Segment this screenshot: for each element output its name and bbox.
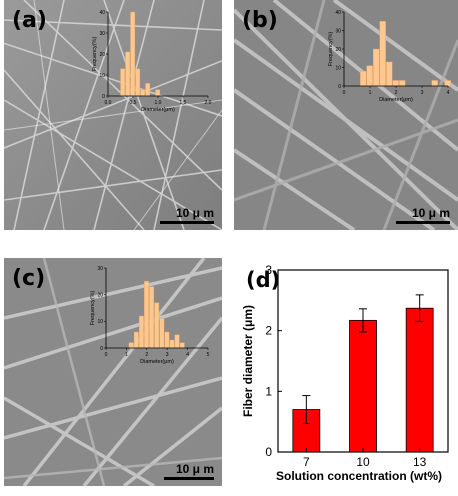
panel-label-b: (b) <box>242 8 278 33</box>
inset-b-bar <box>444 80 451 87</box>
inset-a-bar <box>125 51 131 97</box>
inset-a-x-tick-label: 0.0 <box>105 100 112 106</box>
scale-label-b: 10 μ m <box>411 206 450 220</box>
inset-a-y-tick-label: 30 <box>99 31 105 37</box>
inset-c-bar <box>179 342 185 349</box>
inset-c-bar <box>169 339 175 349</box>
y-tick-label: 0 <box>265 445 272 459</box>
inset-c-bar <box>159 318 165 349</box>
inset-c-x-tick-label: 4 <box>186 352 189 358</box>
scale-line-b <box>396 221 450 224</box>
fiber-texture-a <box>4 0 222 230</box>
inset-c-x-tick-label: 2 <box>145 352 148 358</box>
inset-b-bar <box>386 61 393 87</box>
inset-c-bar <box>144 281 149 349</box>
inset-c-x-tick-label: 0 <box>105 352 108 358</box>
inset-c-bar <box>164 331 170 349</box>
inset-a-x-tick-label: 1.0 <box>155 100 162 106</box>
histogram-inset-a: 0.0 0.5 1.0 1.5 2.0 0 10 20 30 40 Diameter(μm) Freq… <box>92 10 212 113</box>
inset-b-bar <box>360 70 367 87</box>
inset-c-y-tick-label: 30 <box>97 266 103 272</box>
inset-b-x-tick-label: 4 <box>447 90 450 96</box>
inset-a-ylabel: Frequency(%) <box>92 37 98 72</box>
scale-bar-a: 10 μ m <box>160 206 214 224</box>
sem-image-b: (b) 0 1 2 3 4 0 10 20 30 40 Diameter(μm) Frequency(… <box>234 0 458 230</box>
inset-c-y-tick-label: 0 <box>100 346 103 352</box>
inset-a-y-tick-label: 20 <box>99 52 105 58</box>
scale-label-c: 10 μ m <box>175 462 214 476</box>
inset-b-x-tick-label: 1 <box>369 90 372 96</box>
inset-a-y-tick-label: 10 <box>99 73 105 79</box>
histogram-inset-c: 0 1 2 3 4 5 0 10 20 30 Diameter(μm) Frequency(%) <box>90 266 210 365</box>
inset-a-x-tick-label: 1.5 <box>180 100 187 106</box>
inset-c-bar <box>174 334 180 349</box>
x-tick-label: 7 <box>303 455 310 469</box>
y-tick-label: 2 <box>265 324 272 338</box>
bar-13 <box>405 307 434 453</box>
inset-c-bar <box>133 331 139 349</box>
y-tick-label: 1 <box>265 384 272 398</box>
inset-c-y-tick-label: 10 <box>97 319 103 325</box>
x-tick-label: 13 <box>413 455 427 469</box>
inset-b-y-tick-label: 10 <box>335 65 341 71</box>
inset-c-x-tick-label: 1 <box>125 352 128 358</box>
inset-b-x-tick-label: 3 <box>421 90 424 96</box>
scale-bar-b: 10 μ m <box>396 206 450 224</box>
sem-image-a: (a) 0.0 0.5 1.0 1.5 2.0 0 10 20 30 40 Diameter(μm)… <box>4 0 222 230</box>
inset-c-bar <box>128 342 134 349</box>
inset-b-bar <box>366 65 373 87</box>
inset-b-bar <box>373 48 380 87</box>
fiber-texture-b <box>234 0 458 230</box>
inset-a-y-tick-label: 40 <box>99 10 105 16</box>
inset-c-bar <box>154 302 160 349</box>
inset-c-bar <box>138 315 144 349</box>
inset-c-x-tick-label: 3 <box>166 352 169 358</box>
fiber-texture-c <box>4 258 222 486</box>
inset-b-bar <box>431 80 438 87</box>
panel-label-a: (a) <box>12 8 47 33</box>
inset-b-xlabel: Diameter(μm) <box>379 97 413 103</box>
panel-label-c: (c) <box>12 266 46 291</box>
inset-b-y-tick-label: 0 <box>338 84 341 90</box>
inset-b-bar <box>392 80 399 87</box>
inset-a-bar <box>145 83 151 97</box>
scale-line-c <box>164 477 214 480</box>
y-axis-label: Fiber diameter (μm) <box>241 305 255 417</box>
inset-c-ylabel: Frequency(%) <box>90 291 96 326</box>
inset-b-x-tick-label: 0 <box>343 90 346 96</box>
y-tick-label: 3 <box>265 263 272 277</box>
inset-b-x-tick-label: 2 <box>395 90 398 96</box>
panel-label-d: (d) <box>246 268 281 292</box>
inset-a-bar <box>130 11 136 97</box>
inset-b-y-tick-label: 30 <box>335 28 341 34</box>
bar-10 <box>349 319 377 453</box>
x-tick-label: 10 <box>356 455 370 469</box>
inset-c-bar <box>149 286 155 349</box>
inset-a-bar <box>140 89 146 97</box>
inset-b-ylabel: Frequency(%) <box>328 32 334 67</box>
inset-c-x-tick-label: 5 <box>207 352 210 358</box>
scale-bar-c: 10 μ m <box>164 462 214 480</box>
inset-b-bar <box>379 21 386 87</box>
inset-b-y-tick-label: 40 <box>335 10 341 16</box>
inset-c-xlabel: Diameter(μm) <box>140 359 174 365</box>
inset-b-y-tick-label: 20 <box>335 47 341 53</box>
inset-a-y-tick-label: 0 <box>102 94 105 100</box>
scale-label-a: 10 μ m <box>175 206 214 220</box>
inset-a-x-tick-label: 2.0 <box>205 100 212 106</box>
sem-image-c: (c) 0 1 2 3 4 5 0 10 20 30 Diameter(μm) Frequency(%… <box>4 258 222 486</box>
inset-a-xlabel: Diameter(μm) <box>141 107 175 113</box>
inset-a-x-tick-label: 0.5 <box>130 100 137 106</box>
bar-chart-panel: 0 1 2 3 7 10 13 Solution concentration (wt%) Fib… <box>232 258 458 491</box>
inset-b-bar <box>399 80 406 87</box>
inset-a-bar <box>135 68 141 97</box>
x-axis-label: Solution concentration (wt%) <box>276 469 442 483</box>
inset-c-y-tick-label: 20 <box>97 292 103 298</box>
inset-a-bar <box>155 89 161 97</box>
scale-line-a <box>160 221 214 224</box>
inset-a-bar <box>120 68 126 97</box>
